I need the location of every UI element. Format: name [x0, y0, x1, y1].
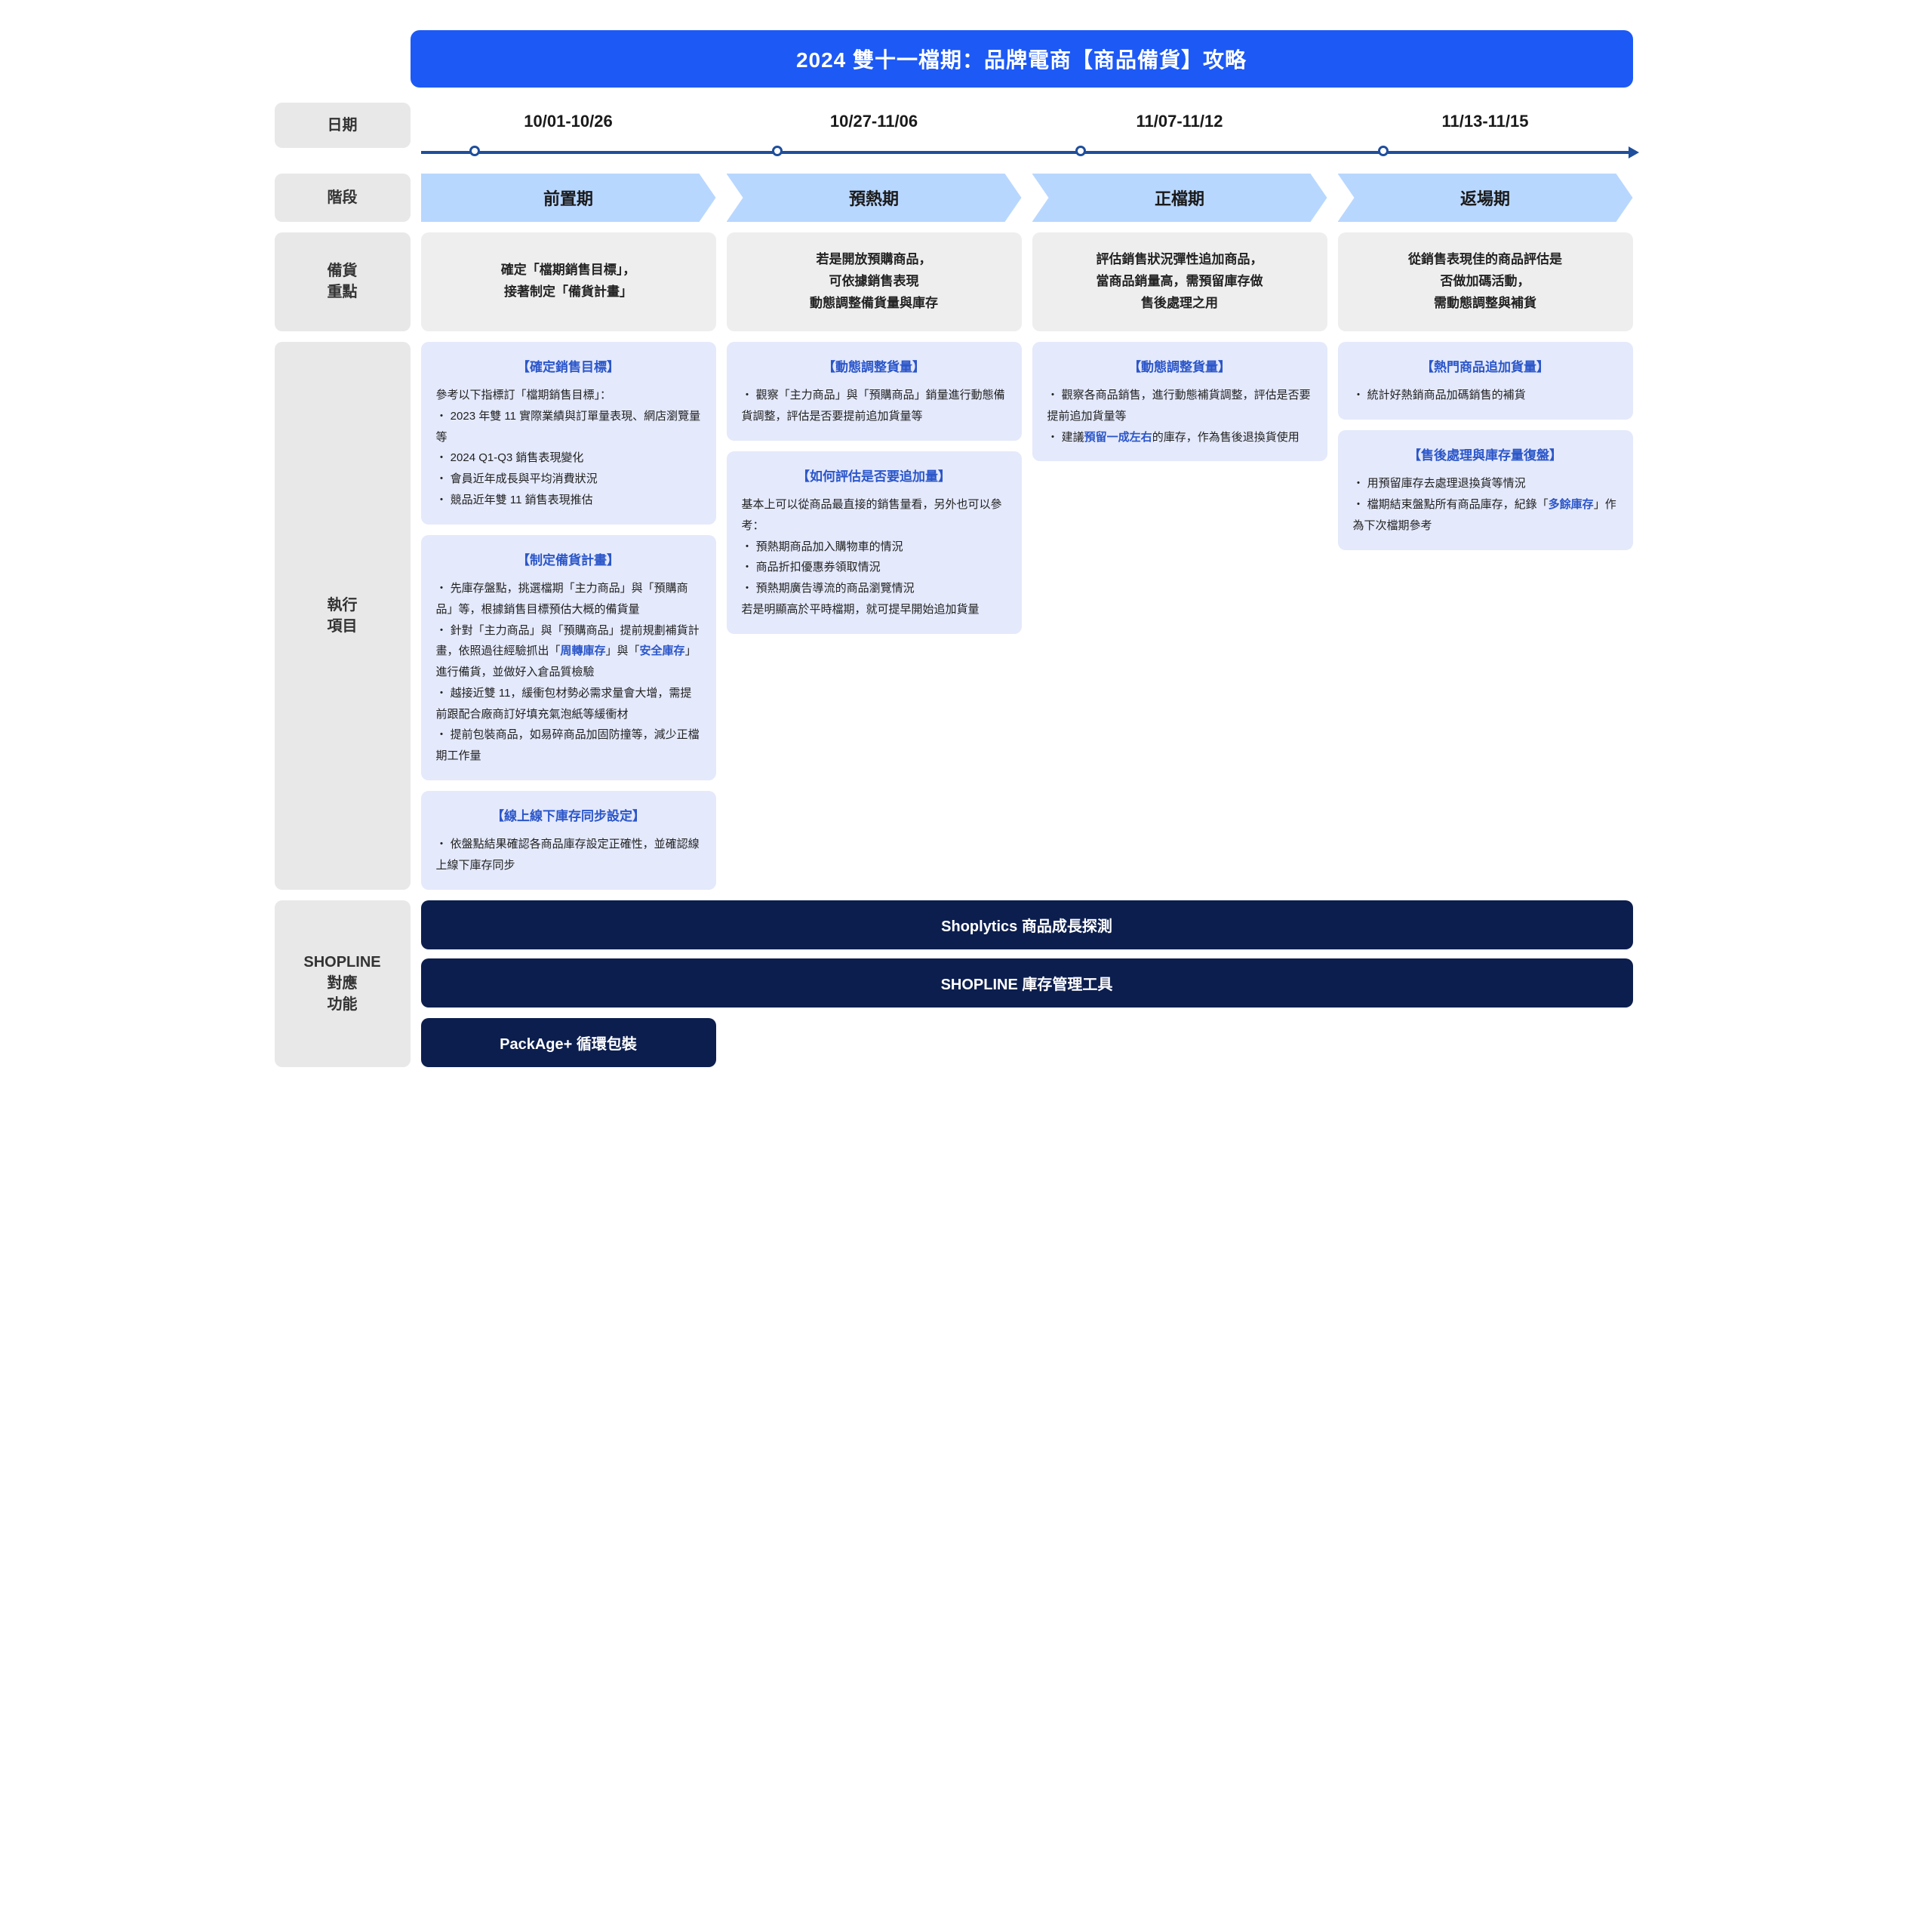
exec-card-title: 【確定銷售目標】	[436, 355, 701, 379]
row-label-focus: 備貨重點	[275, 232, 411, 331]
phase-0: 前置期	[421, 174, 716, 222]
focus-3: 從銷售表現佳的商品評估是否做加碼活動，需動態調整與補貨	[1338, 232, 1633, 331]
exec-card: 【熱門商品追加貨量】・ 統計好熱銷商品加碼銷售的補貨	[1338, 342, 1633, 420]
exec-card-body: 基本上可以從商品最直接的銷售量看，另外也可以參考：・ 預熱期商品加入購物車的情況…	[742, 494, 1007, 620]
phase-3: 返場期	[1338, 174, 1633, 222]
date-1: 10/27-11/06	[727, 103, 1022, 148]
focus-1: 若是開放預購商品，可依據銷售表現動態調整備貨量與庫存	[727, 232, 1022, 331]
tool-bar-0: Shoplytics 商品成長探測	[421, 900, 1633, 949]
date-3: 11/13-11/15	[1338, 103, 1633, 148]
timeline-dot	[772, 146, 783, 156]
timeline-dot	[469, 146, 480, 156]
exec-card-body: ・ 觀察「主力商品」與「預購商品」銷量進行動態備貨調整，評估是否要提前追加貨量等	[742, 385, 1007, 427]
date-2: 11/07-11/12	[1032, 103, 1327, 148]
tool-bar-1: SHOPLINE 庫存管理工具	[421, 958, 1633, 1008]
exec-card-body: ・ 先庫存盤點，挑選檔期「主力商品」與「預購商品」等，根據銷售目標預估大概的備貨…	[436, 578, 701, 767]
row-label-tools: SHOPLINE對應功能	[275, 900, 411, 1067]
exec-card: 【動態調整貨量】・ 觀察「主力商品」與「預購商品」銷量進行動態備貨調整，評估是否…	[727, 342, 1022, 441]
phase-2: 正檔期	[1032, 174, 1327, 222]
exec-card-title: 【動態調整貨量】	[1047, 355, 1312, 379]
exec-col-0: 【確定銷售目標】參考以下指標訂「檔期銷售目標」：・ 2023 年雙 11 實際業…	[421, 342, 716, 890]
phase-1: 預熱期	[727, 174, 1022, 222]
focus-0: 確定「檔期銷售目標」，接著制定「備貨計畫」	[421, 232, 716, 331]
timeline-dot	[1075, 146, 1086, 156]
row-label-date: 日期	[275, 103, 411, 148]
exec-card-title: 【熱門商品追加貨量】	[1353, 355, 1618, 379]
exec-card-body: ・ 統計好熱銷商品加碼銷售的補貨	[1353, 385, 1618, 406]
tool-short-wrap: PackAge+ 循環包裝	[421, 1018, 716, 1067]
exec-card-title: 【制定備貨計畫】	[436, 549, 701, 572]
focus-2: 評估銷售狀況彈性追加商品，當商品銷量高，需預留庫存做售後處理之用	[1032, 232, 1327, 331]
exec-card: 【如何評估是否要追加量】基本上可以從商品最直接的銷售量看，另外也可以參考：・ 預…	[727, 451, 1022, 634]
exec-card-body: ・ 依盤點結果確認各商品庫存設定正確性，並確認線上線下庫存同步	[436, 834, 701, 876]
tools-full: Shoplytics 商品成長探測 SHOPLINE 庫存管理工具	[421, 900, 1633, 1008]
exec-card: 【制定備貨計畫】・ 先庫存盤點，挑選檔期「主力商品」與「預購商品」等，根據銷售目…	[421, 535, 716, 780]
tool-bar-short: PackAge+ 循環包裝	[421, 1018, 716, 1067]
planning-grid: 日期 10/01-10/26 10/27-11/06 11/07-11/12 1…	[275, 103, 1633, 1067]
timeline-dot	[1378, 146, 1389, 156]
date-0: 10/01-10/26	[421, 103, 716, 148]
exec-card-title: 【如何評估是否要追加量】	[742, 465, 1007, 488]
row-label-exec: 執行項目	[275, 342, 411, 890]
exec-card: 【確定銷售目標】參考以下指標訂「檔期銷售目標」：・ 2023 年雙 11 實際業…	[421, 342, 716, 525]
exec-card-body: ・ 觀察各商品銷售，進行動態補貨調整，評估是否要提前追加貨量等・ 建議預留一成左…	[1047, 385, 1312, 448]
exec-col-1: 【動態調整貨量】・ 觀察「主力商品」與「預購商品」銷量進行動態備貨調整，評估是否…	[727, 342, 1022, 890]
exec-card-title: 【線上線下庫存同步設定】	[436, 804, 701, 828]
exec-card: 【線上線下庫存同步設定】・ 依盤點結果確認各商品庫存設定正確性，並確認線上線下庫…	[421, 791, 716, 890]
exec-card: 【動態調整貨量】・ 觀察各商品銷售，進行動態補貨調整，評估是否要提前追加貨量等・…	[1032, 342, 1327, 462]
exec-col-2: 【動態調整貨量】・ 觀察各商品銷售，進行動態補貨調整，評估是否要提前追加貨量等・…	[1032, 342, 1327, 890]
exec-card-body: 參考以下指標訂「檔期銷售目標」：・ 2023 年雙 11 實際業績與訂單量表現、…	[436, 385, 701, 511]
timeline	[421, 151, 1633, 154]
exec-card-title: 【動態調整貨量】	[742, 355, 1007, 379]
row-label-phase: 階段	[275, 174, 411, 222]
exec-card-body: ・ 用預留庫存去處理退換貨等情況・ 檔期結束盤點所有商品庫存，紀錄「多餘庫存」作…	[1353, 473, 1618, 536]
exec-card: 【售後處理與庫存量復盤】・ 用預留庫存去處理退換貨等情況・ 檔期結束盤點所有商品…	[1338, 430, 1633, 550]
exec-col-3: 【熱門商品追加貨量】・ 統計好熱銷商品加碼銷售的補貨【售後處理與庫存量復盤】・ …	[1338, 342, 1633, 890]
main-title: 2024 雙十一檔期：品牌電商【商品備貨】攻略	[411, 30, 1633, 88]
exec-card-title: 【售後處理與庫存量復盤】	[1353, 444, 1618, 467]
